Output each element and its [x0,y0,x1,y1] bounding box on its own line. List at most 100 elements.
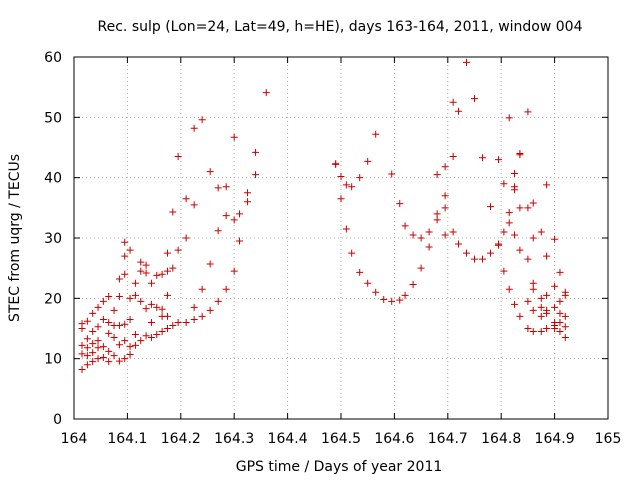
data-point [511,186,519,194]
data-point [142,261,150,269]
data-point [551,303,559,311]
y-tick-label: 10 [44,352,62,368]
data-point [126,246,134,254]
data-point [348,183,356,191]
x-tick-label: 164.2 [161,431,201,447]
data-point [364,279,372,287]
data-point [511,169,519,177]
data-point [479,255,487,263]
data-point [401,291,409,299]
x-tick-label: 164.8 [481,431,521,447]
data-point [169,321,177,329]
data-point [425,228,433,236]
x-axis-tick-labels: 164 164.1 164.2 164.3 164.4 164.5 164.6 164.7 16… [61,431,622,447]
data-point [236,237,244,245]
x-tick-label: 164.9 [535,431,575,447]
data-point [500,267,508,275]
data-point [94,303,102,311]
y-tick-label: 0 [53,412,62,428]
x-tick-label: 164.1 [107,431,147,447]
data-point [147,279,155,287]
data-point [131,291,139,299]
data-point [105,293,113,301]
data-point [131,279,139,287]
data-point [163,312,171,320]
y-tick-label: 20 [44,291,62,307]
data-point [169,208,177,216]
data-point [169,264,177,272]
data-point [388,297,396,305]
data-point [105,329,113,337]
data-point [190,315,198,323]
data-point [556,309,564,317]
data-point [105,318,113,326]
data-point [505,114,513,122]
data-point [99,297,107,305]
data-point [174,153,182,161]
data-point [516,204,524,212]
data-point [110,334,118,342]
data-point [449,98,457,106]
data-point [396,200,404,208]
data-point [561,291,569,299]
data-point [252,148,260,156]
data-point [137,267,145,275]
data-point [105,358,113,366]
data-point [110,306,118,314]
data-point [524,325,532,332]
data-point [524,255,532,263]
x-tick-label: 164.7 [428,431,468,447]
data-point [537,328,545,336]
data-point [126,294,134,302]
data-point [342,225,350,233]
data-point [543,325,551,332]
data-point [244,189,252,197]
data-point [561,323,569,331]
data-point [529,285,537,293]
data-point [115,293,123,301]
data-point [561,312,569,320]
data-point [174,246,182,254]
data-point [153,271,161,279]
data-point [89,358,97,366]
data-point [89,328,97,336]
data-point [337,172,345,180]
data-point [505,209,513,217]
data-point [190,201,198,209]
data-point [516,246,524,254]
data-point [94,323,102,331]
data-point [121,252,129,260]
data-point [153,331,161,339]
data-point [516,312,524,320]
data-point [479,154,487,162]
data-point [158,270,166,278]
data-point [529,306,537,314]
data-point [142,269,150,277]
x-tick-label: 164.5 [321,431,361,447]
data-point [441,204,449,212]
data-point [78,350,86,358]
data-point [153,303,161,311]
data-point [551,325,559,332]
data-point [99,343,107,351]
data-point [551,282,559,290]
data-point [147,334,155,342]
data-point [495,156,503,164]
data-point [89,309,97,317]
data-point [433,216,441,224]
data-point [198,116,206,124]
data-point [198,285,206,293]
data-point [417,234,425,242]
data-point [471,95,478,103]
data-point [142,305,150,313]
data-point [182,195,190,203]
axis-ticks [73,56,609,420]
data-point [174,318,182,326]
data-point [516,151,524,159]
x-tick-label: 164.6 [374,431,414,447]
data-point [121,355,129,363]
data-point [561,334,569,342]
data-point [206,168,214,176]
data-point [487,203,495,211]
data-point [556,297,564,305]
